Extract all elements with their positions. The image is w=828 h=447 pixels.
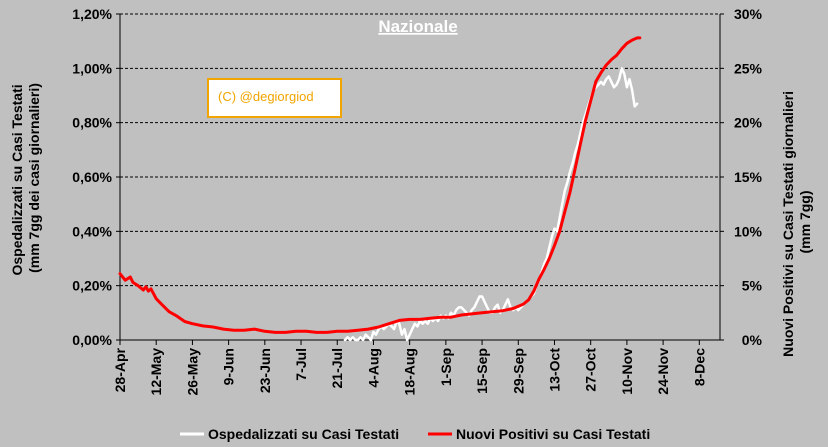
left-tick-label: 0,80% [72,115,112,131]
legend-label-nuovi-positivi: Nuovi Positivi su Casi Testati [456,426,650,442]
series-line-ospedalizzati [343,67,639,342]
x-tick-label: 8-Dec [691,348,707,386]
axes [119,14,721,341]
left-tick-label: 0,20% [72,278,112,294]
left-tick-label: 0,00% [72,332,112,348]
x-tick-label: 21-Jul [329,348,345,388]
left-tick-label: 0,40% [72,223,112,239]
x-tick-label: 28-Apr [112,347,128,392]
left-tick-label: 1,20% [72,6,112,22]
legend-label-ospedalizzati: Ospedalizzati su Casi Testati [208,426,399,442]
x-tick-label: 13-Oct [546,348,562,392]
x-tick-label: 23-Jun [257,348,273,393]
left-axis-title-line-1: Ospedalizzati su Casi Testati [9,84,25,275]
right-tick-label: 15% [734,169,763,185]
series-lines [118,36,642,342]
watermark-box: (C) @degiorgiod [207,78,342,118]
right-tick-label: 20% [734,115,763,131]
series-line-nuovi-positivi [118,36,642,334]
x-axis-ticks: 28-Apr 12-May 26-May 9-Jun 23-Jun 7-Jul 21-Jul… [112,340,707,395]
x-tick-label: 9-Jun [221,348,237,385]
left-axis-ticks: 0,00% 0,20% 0,40% 0,60% 0,80% 1,00% 1,20% [72,6,120,348]
right-tick-label: 5% [742,278,763,294]
right-tick-label: 30% [734,6,763,22]
right-tick-label: 25% [734,60,763,76]
right-axis-title: Nuovi Positivi su Casi Testati giornalie… [780,87,813,357]
right-axis-title-line-1: Nuovi Positivi su Casi Testati giornalie… [780,91,796,357]
right-tick-label: 10% [734,223,763,239]
chart-title: Nazionale [378,17,457,36]
left-tick-label: 0,60% [72,169,112,185]
x-tick-label: 26-May [184,348,200,396]
x-tick-label: 10-Nov [619,348,635,395]
x-tick-label: 15-Sep [474,348,490,394]
right-tick-label: 0% [742,332,763,348]
x-tick-label: 12-May [148,348,164,396]
gridlines [120,13,720,287]
left-axis-title-line-2: (mm 7gg dei casi giornalieri) [26,83,42,273]
x-tick-label: 4-Aug [365,348,381,388]
x-tick-label: 29-Sep [510,348,526,394]
left-tick-label: 1,00% [72,60,112,76]
x-tick-label: 7-Jul [293,348,309,381]
x-tick-label: 1-Sep [438,348,454,386]
x-tick-label: 18-Aug [402,348,418,395]
watermark-frame [207,78,342,118]
x-tick-label: 24-Nov [655,348,671,395]
legend: Ospedalizzati su Casi Testati Nuovi Posi… [180,426,650,442]
right-axis-ticks: 0% 5% 10% 15% 20% 25% 30% [720,6,763,348]
left-axis-title: Ospedalizzati su Casi Testati (mm 7gg de… [9,80,42,275]
x-tick-label: 27-Oct [583,348,599,392]
right-axis-title-line-2: (mm 7gg) [797,191,813,254]
watermark-text: (C) @degiorgiod [218,89,314,104]
